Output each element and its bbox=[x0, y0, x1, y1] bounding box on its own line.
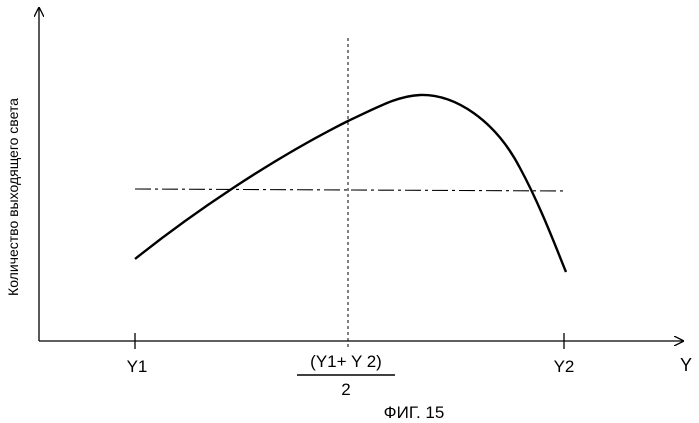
y-axis-label: Количество выходящего света bbox=[5, 98, 21, 296]
tick-label-y1: Y1 bbox=[127, 357, 148, 376]
tick-label-mid-denominator: 2 bbox=[341, 380, 350, 399]
figure-caption: ФИГ. 15 bbox=[384, 403, 445, 422]
tick-label-y2: Y2 bbox=[554, 357, 575, 376]
x-axis-label: Y bbox=[680, 355, 692, 375]
tick-label-mid-numerator: (Y1+ Y 2) bbox=[310, 352, 382, 371]
threshold-dashdot-line bbox=[135, 189, 566, 191]
light-output-curve bbox=[135, 95, 566, 272]
